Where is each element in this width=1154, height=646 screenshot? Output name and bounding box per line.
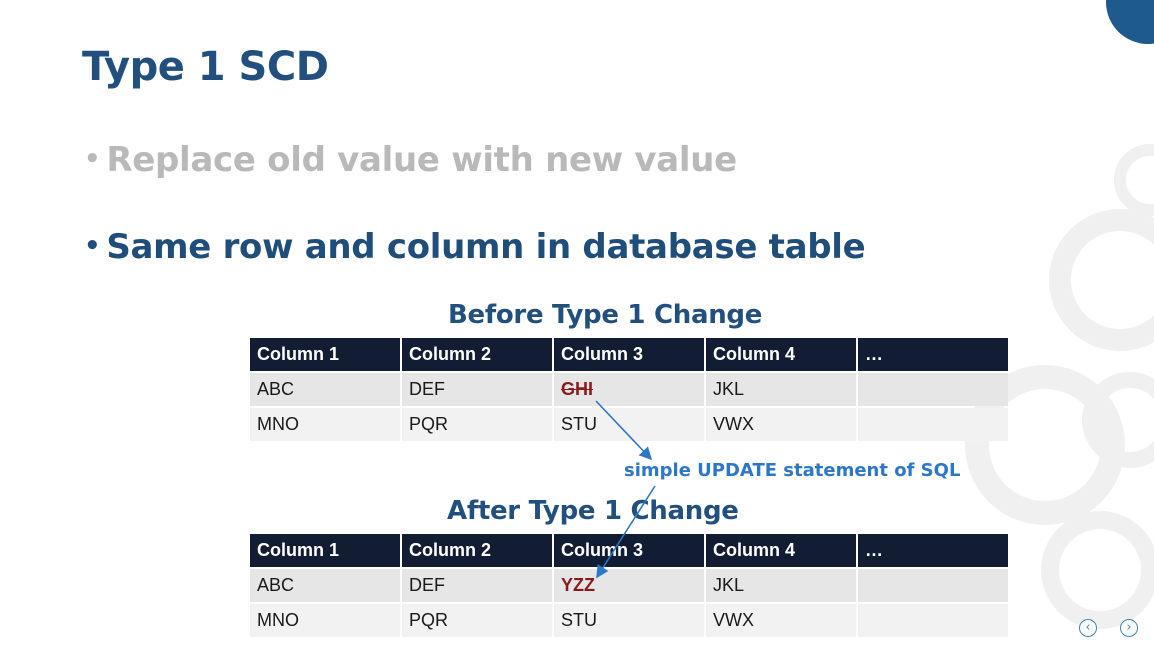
table-cell: VWX xyxy=(706,408,856,441)
column-header: … xyxy=(858,338,1008,371)
bullet-glyph: • xyxy=(84,231,101,261)
table-cell: STU xyxy=(554,604,704,637)
table-row: MNO PQR STU VWX xyxy=(250,604,1008,637)
table-header-row: Column 1 Column 2 Column 3 Column 4 … xyxy=(250,534,1008,567)
before-table: Column 1 Column 2 Column 3 Column 4 … AB… xyxy=(248,336,1010,443)
column-header: Column 3 xyxy=(554,534,704,567)
table-row: MNO PQR STU VWX xyxy=(250,408,1008,441)
table-cell xyxy=(858,408,1008,441)
table-header-row: Column 1 Column 2 Column 3 Column 4 … xyxy=(250,338,1008,371)
table-cell: DEF xyxy=(402,373,552,406)
table-cell: MNO xyxy=(250,408,400,441)
chevron-left-icon[interactable]: ‹ xyxy=(1079,619,1097,637)
table-cell: DEF xyxy=(402,569,552,602)
old-value-cell: GHI xyxy=(554,373,704,406)
bullet-text: Same row and column in database table xyxy=(106,227,866,267)
column-header: Column 2 xyxy=(402,534,552,567)
bullet-replace-value: • Replace old value with new value xyxy=(84,140,737,180)
column-header: Column 3 xyxy=(554,338,704,371)
table-cell xyxy=(858,373,1008,406)
table-cell: PQR xyxy=(402,408,552,441)
new-value-cell: YZZ xyxy=(554,569,704,602)
chevron-right-icon[interactable]: › xyxy=(1120,619,1138,637)
column-header: … xyxy=(858,534,1008,567)
update-annotation: simple UPDATE statement of SQL xyxy=(624,460,961,481)
table-cell: MNO xyxy=(250,604,400,637)
bullet-same-row-column: • Same row and column in database table xyxy=(84,227,866,267)
table-cell: STU xyxy=(554,408,704,441)
column-header: Column 4 xyxy=(706,534,856,567)
after-table: Column 1 Column 2 Column 3 Column 4 … AB… xyxy=(248,532,1010,639)
table-row: ABC DEF YZZ JKL xyxy=(250,569,1008,602)
table-cell xyxy=(858,569,1008,602)
table-cell: ABC xyxy=(250,569,400,602)
column-header: Column 4 xyxy=(706,338,856,371)
column-header: Column 2 xyxy=(402,338,552,371)
table-cell: VWX xyxy=(706,604,856,637)
bullet-glyph: • xyxy=(84,144,101,174)
bullet-text: Replace old value with new value xyxy=(106,140,737,180)
column-header: Column 1 xyxy=(250,534,400,567)
table-cell: PQR xyxy=(402,604,552,637)
table-cell: JKL xyxy=(706,569,856,602)
corner-accent-circle xyxy=(1106,0,1154,44)
before-table-title: Before Type 1 Change xyxy=(448,300,763,330)
column-header: Column 1 xyxy=(250,338,400,371)
table-cell: ABC xyxy=(250,373,400,406)
slide-title: Type 1 SCD xyxy=(82,44,329,90)
after-table-title: After Type 1 Change xyxy=(447,496,739,526)
table-cell: JKL xyxy=(706,373,856,406)
table-cell xyxy=(858,604,1008,637)
table-row: ABC DEF GHI JKL xyxy=(250,373,1008,406)
